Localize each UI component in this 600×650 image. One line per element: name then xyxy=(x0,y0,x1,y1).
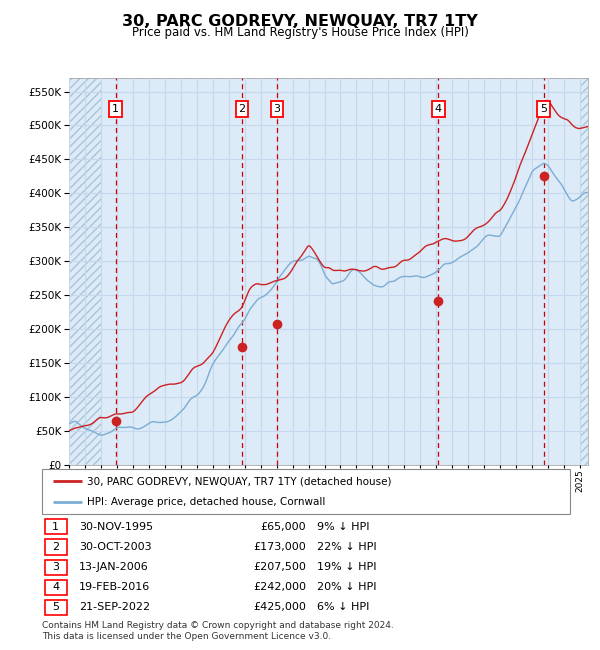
Text: Price paid vs. HM Land Registry's House Price Index (HPI): Price paid vs. HM Land Registry's House … xyxy=(131,26,469,39)
Text: 3: 3 xyxy=(52,562,59,572)
Text: 13-JAN-2006: 13-JAN-2006 xyxy=(79,562,149,572)
Bar xyxy=(69,78,101,465)
Text: 30, PARC GODREVY, NEWQUAY, TR7 1TY (detached house): 30, PARC GODREVY, NEWQUAY, TR7 1TY (deta… xyxy=(87,476,391,486)
Text: 5: 5 xyxy=(52,603,59,612)
Text: 6% ↓ HPI: 6% ↓ HPI xyxy=(317,603,369,612)
Text: 2: 2 xyxy=(52,542,59,552)
FancyBboxPatch shape xyxy=(44,540,67,554)
FancyBboxPatch shape xyxy=(44,600,67,615)
Text: £207,500: £207,500 xyxy=(253,562,306,572)
Text: 21-SEP-2022: 21-SEP-2022 xyxy=(79,603,150,612)
Text: £65,000: £65,000 xyxy=(260,522,306,532)
Text: 1: 1 xyxy=(52,522,59,532)
FancyBboxPatch shape xyxy=(42,469,570,514)
Text: 4: 4 xyxy=(435,104,442,114)
Text: Contains HM Land Registry data © Crown copyright and database right 2024.: Contains HM Land Registry data © Crown c… xyxy=(42,621,394,630)
Text: 5: 5 xyxy=(540,104,547,114)
Text: 30-OCT-2003: 30-OCT-2003 xyxy=(79,542,152,552)
Text: £173,000: £173,000 xyxy=(253,542,306,552)
Text: £425,000: £425,000 xyxy=(253,603,306,612)
Text: 9% ↓ HPI: 9% ↓ HPI xyxy=(317,522,369,532)
Text: 19% ↓ HPI: 19% ↓ HPI xyxy=(317,562,376,572)
Text: 30, PARC GODREVY, NEWQUAY, TR7 1TY: 30, PARC GODREVY, NEWQUAY, TR7 1TY xyxy=(122,14,478,29)
Text: 3: 3 xyxy=(274,104,281,114)
Bar xyxy=(580,78,588,465)
FancyBboxPatch shape xyxy=(44,580,67,595)
FancyBboxPatch shape xyxy=(44,560,67,575)
Text: 2: 2 xyxy=(238,104,245,114)
Text: 20% ↓ HPI: 20% ↓ HPI xyxy=(317,582,376,592)
Text: £242,000: £242,000 xyxy=(253,582,306,592)
Text: 4: 4 xyxy=(52,582,59,592)
Text: 22% ↓ HPI: 22% ↓ HPI xyxy=(317,542,376,552)
FancyBboxPatch shape xyxy=(44,519,67,534)
Text: This data is licensed under the Open Government Licence v3.0.: This data is licensed under the Open Gov… xyxy=(42,632,331,641)
Text: 1: 1 xyxy=(112,104,119,114)
Text: HPI: Average price, detached house, Cornwall: HPI: Average price, detached house, Corn… xyxy=(87,497,325,506)
Text: 19-FEB-2016: 19-FEB-2016 xyxy=(79,582,150,592)
Text: 30-NOV-1995: 30-NOV-1995 xyxy=(79,522,153,532)
